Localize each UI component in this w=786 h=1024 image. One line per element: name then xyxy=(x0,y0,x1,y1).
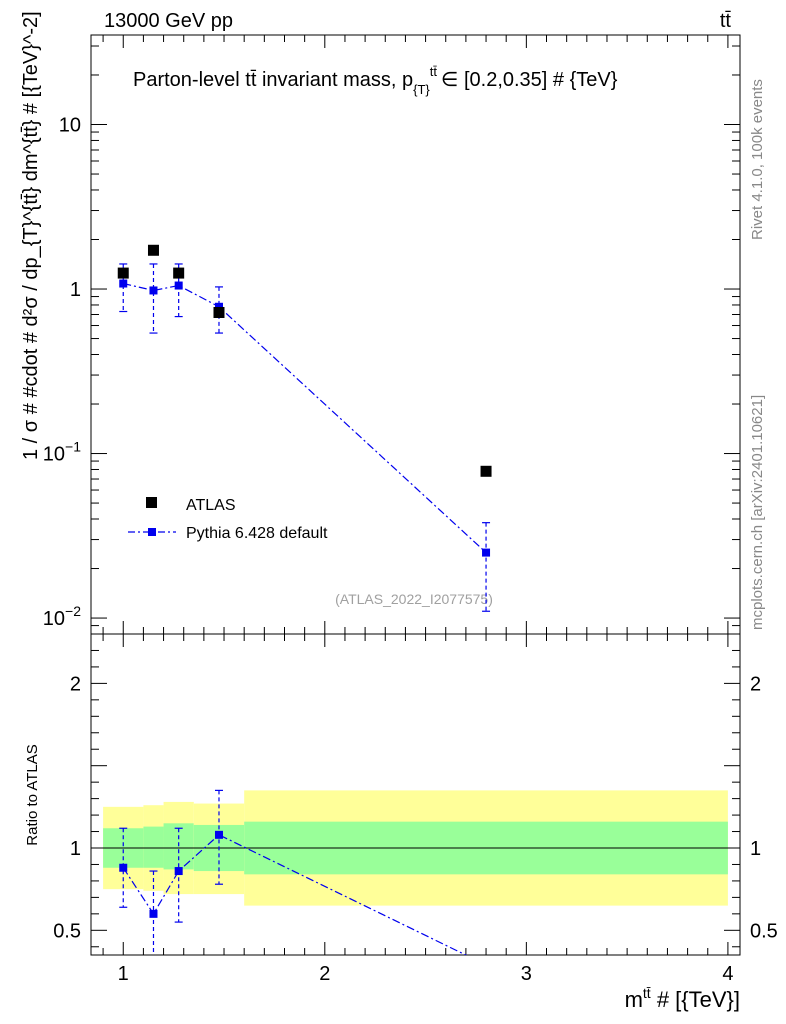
x-tick-label: 2 xyxy=(319,963,330,985)
main-panel-frame xyxy=(90,34,741,635)
x-tick-label: 1 xyxy=(118,963,129,985)
mc-point xyxy=(214,302,223,311)
ratio-y-axis-label: Ratio to ATLAS xyxy=(24,744,41,845)
ratio-marks xyxy=(119,789,468,955)
ratio-mc-point xyxy=(174,867,183,876)
y-tick-label: 1 xyxy=(70,279,81,301)
x-axis-label-tail: # [{TeV}] xyxy=(651,987,740,1012)
y-tick-label: 10 xyxy=(59,115,81,137)
ratio-y-tick-label-right: 2 xyxy=(750,673,761,695)
y-tick-label: 10−1 xyxy=(43,439,81,466)
x-tick-label: 4 xyxy=(722,963,733,985)
ratio-panel-frame xyxy=(90,633,741,956)
atlas-point xyxy=(117,267,129,279)
band-inner-1 xyxy=(143,826,164,868)
energy-label: 13000 GeV pp xyxy=(104,10,233,32)
ratio-y-tick-label: 0.5 xyxy=(53,920,81,942)
atlas-point xyxy=(173,267,185,279)
mcplots-label: mcplots.cern.ch [arXiv:2401.10621] xyxy=(749,395,766,630)
mc-point xyxy=(119,279,128,288)
ratio-y-tick-label-right: 1 xyxy=(750,838,761,860)
ratio-mc-point xyxy=(119,863,128,872)
mc-point xyxy=(482,548,491,557)
process-label: tt̄ xyxy=(720,10,732,32)
rivet-version-label: Rivet 4.1.0, 100k events xyxy=(749,79,766,240)
ratio-bands xyxy=(91,790,740,906)
y-tick-label: 10−2 xyxy=(43,603,81,630)
axis-tick-labels: 1 2 3 4 10 1 10−1 10−2 0.5 0.5 1 1 2 2 xyxy=(43,115,778,985)
legend: ATLAS Pythia 6.428 default xyxy=(128,497,328,542)
mc-line xyxy=(123,282,487,554)
mc-point xyxy=(149,286,158,295)
legend-atlas-marker xyxy=(146,497,157,508)
x-axis-label-sup: tt̄ xyxy=(643,985,651,1001)
atlas-point xyxy=(480,465,492,477)
plot-title-sup: tt̄ xyxy=(430,64,438,79)
analysis-watermark: (ATLAS_2022_I2077575) xyxy=(335,591,493,607)
plot-title: Parton-level tt̄ invariant mass, p{T}tt̄… xyxy=(133,64,618,97)
ratio-y-tick-label: 2 xyxy=(70,673,81,695)
plot-title-sub: {T} xyxy=(413,82,430,97)
x-tick-label: 3 xyxy=(521,963,532,985)
ratio-mc-point xyxy=(149,909,158,918)
plot-title-tail: ∈ [0.2,0.35] # {TeV} xyxy=(441,69,618,91)
ratio-y-tick-label: 1 xyxy=(70,838,81,860)
plot-title-main: Parton-level tt̄ invariant mass, p xyxy=(133,69,413,91)
legend-mc-label: Pythia 6.428 default xyxy=(186,525,328,542)
axis-ticks xyxy=(91,35,740,955)
ratio-mc-line xyxy=(122,834,468,955)
mc-point xyxy=(174,281,183,290)
legend-mc-marker xyxy=(148,528,156,536)
atlas-point xyxy=(213,306,225,318)
ratio-y-tick-label-right: 0.5 xyxy=(750,920,778,942)
main-y-axis-label: 1 / σ # #cdot # d²σ / dp_{T}^{tt̄} dm^{t… xyxy=(20,11,42,460)
x-axis-label: mtt̄ # [{TeV}] xyxy=(625,985,740,1012)
x-axis-label-main: m xyxy=(625,987,643,1012)
atlas-point xyxy=(147,244,159,256)
legend-atlas-label: ATLAS xyxy=(186,497,236,514)
data-marks xyxy=(117,244,492,955)
ratio-mc-point xyxy=(214,830,223,839)
